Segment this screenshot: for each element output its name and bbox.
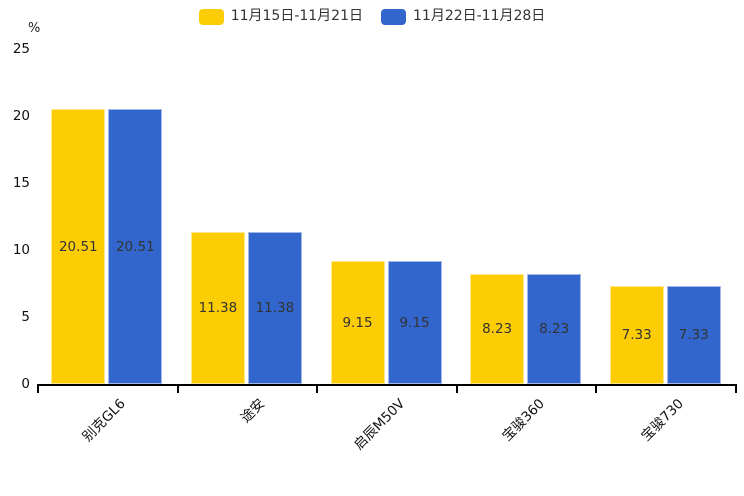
legend-item-week2[interactable]: 11月22日-11月28日 — [381, 8, 545, 25]
bar-series2-宝骏360: 8.23 — [527, 273, 582, 384]
bar-series1-宝骏730: 7.33 — [609, 285, 664, 384]
bar-value-label: 8.23 — [539, 320, 570, 337]
y-tick-label: 10 — [12, 242, 30, 258]
x-axis-line — [37, 384, 737, 386]
bar-value-label: 9.15 — [342, 314, 373, 331]
bar-value-label: 9.15 — [399, 314, 430, 331]
legend-swatch-week2-icon — [381, 8, 406, 25]
bar-series1-途安: 11.38 — [190, 231, 245, 384]
y-axis-unit-label: % — [28, 21, 41, 36]
x-axis-tick — [595, 386, 598, 393]
bar-series2-宝骏730: 7.33 — [666, 285, 721, 384]
x-axis-category-label: 宝骏360 — [499, 395, 548, 445]
y-tick-label: 25 — [12, 41, 30, 57]
y-tick-label: 5 — [21, 309, 30, 325]
bar-value-label: 7.33 — [678, 326, 709, 343]
legend-label-week2: 11月22日-11月28日 — [413, 8, 546, 24]
legend: 11月15日-11月21日 11月22日-11月28日 — [0, 8, 744, 25]
bar-value-label: 20.51 — [58, 238, 98, 255]
bar-value-label: 11.38 — [255, 299, 295, 316]
bar-series1-启辰M50V: 9.15 — [330, 261, 385, 384]
x-axis-category-label: 途安 — [238, 395, 269, 427]
x-axis-category-label: 别克GL6 — [79, 395, 129, 446]
bar-value-label: 11.38 — [198, 299, 238, 316]
x-axis-tick — [735, 386, 737, 393]
x-axis-category-label: 启辰M50V — [350, 395, 409, 454]
bar-series1-宝骏360: 8.23 — [470, 273, 525, 384]
x-axis-tick — [455, 386, 458, 393]
bar-series2-途安: 11.38 — [247, 231, 302, 384]
x-axis-category-label: 宝骏730 — [638, 395, 688, 445]
x-axis-tick — [176, 386, 179, 393]
bar-value-label: 20.51 — [115, 238, 155, 255]
legend-swatch-week1-icon — [198, 8, 224, 25]
bar-value-label: 8.23 — [482, 320, 513, 337]
legend-item-week1[interactable]: 11月15日-11月21日 — [198, 8, 363, 25]
y-tick-label: 0 — [21, 376, 30, 392]
y-tick-label: 20 — [12, 108, 30, 124]
x-axis-tick — [316, 386, 319, 393]
legend-label-week1: 11月15日-11月21日 — [230, 8, 363, 24]
x-axis-tick — [37, 386, 39, 393]
bar-series1-别克GL6: 20.51 — [51, 109, 106, 384]
bar-value-label: 7.33 — [621, 326, 652, 343]
bar-series2-启辰M50V: 9.15 — [387, 261, 442, 384]
y-tick-label: 15 — [12, 175, 30, 191]
bar-series2-别克GL6: 20.51 — [108, 109, 163, 384]
